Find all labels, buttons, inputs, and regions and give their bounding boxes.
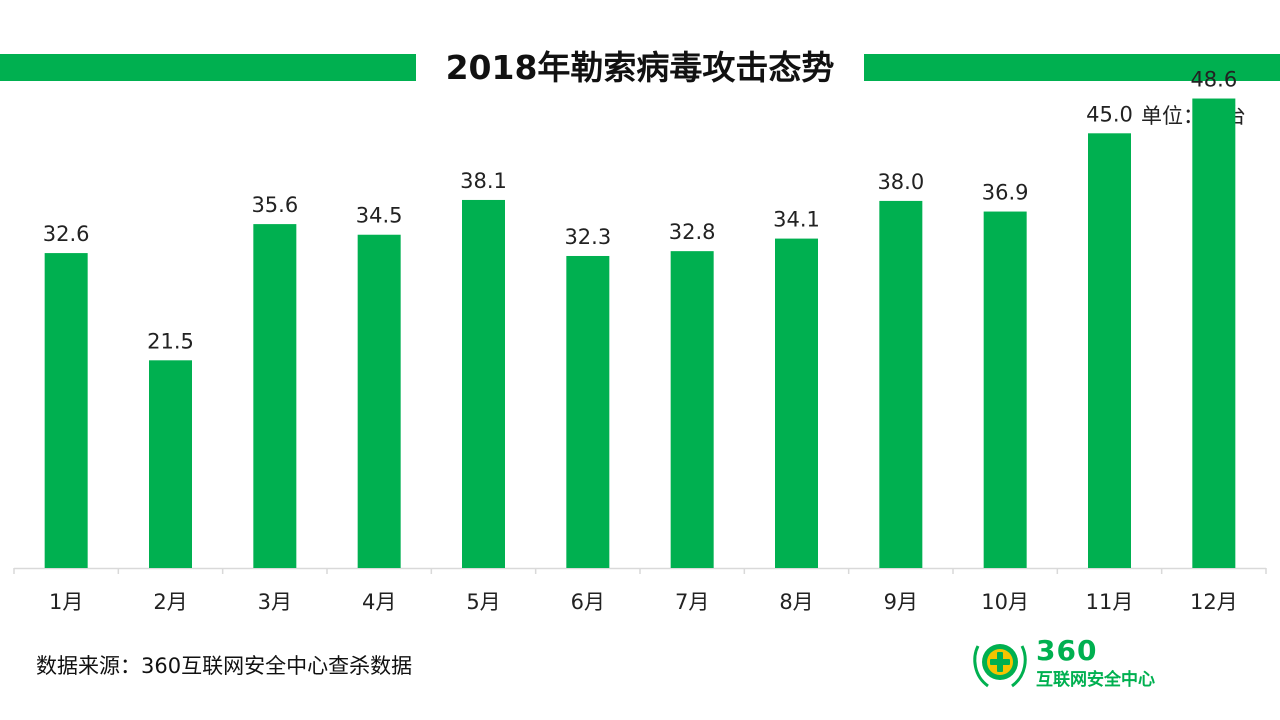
x-tick-label: 12月 [1190,590,1238,614]
data-label: 35.6 [251,193,298,217]
x-tick-label: 8月 [779,590,813,614]
data-label: 36.9 [982,181,1029,205]
data-label: 32.8 [669,220,716,244]
x-tick-label: 11月 [1086,590,1134,614]
data-label: 32.3 [564,225,611,249]
data-label: 38.0 [877,170,924,194]
x-tick-label: 3月 [258,590,292,614]
bar-10 [983,211,1027,568]
logo-number: 360 [1036,634,1098,667]
title-bar-left [0,54,416,81]
data-label: 45.0 [1086,102,1133,126]
x-tick-label: 7月 [675,590,709,614]
x-tick-label: 9月 [884,590,918,614]
bar-3 [253,224,297,568]
data-label: 38.1 [460,169,507,193]
title-bar-right [864,54,1280,81]
bar-4 [357,234,401,569]
x-tick-label: 6月 [571,590,605,614]
bar-11 [1088,133,1131,569]
x-tick-label: 5月 [466,590,500,614]
data-source-note: 数据来源：360互联网安全中心查杀数据 [36,654,413,678]
data-label: 32.6 [43,222,90,246]
bar-8 [775,238,818,568]
x-tick-label: 10月 [981,590,1029,614]
bar-1 [44,253,88,569]
bar-5 [462,199,505,569]
data-label: 34.5 [356,204,403,228]
x-tick-label: 4月 [362,590,396,614]
chart-title: 2018年勒索病毒攻击态势 [445,48,835,87]
data-label: 34.1 [773,208,820,232]
bar-12 [1192,98,1236,569]
bar-6 [566,255,610,568]
bar-7 [670,251,714,569]
data-label: 48.6 [1190,68,1237,92]
logo-name: 互联网安全中心 [1036,670,1155,690]
x-tick-label: 2月 [153,590,187,614]
x-tick-label: 1月 [49,590,83,614]
brand-logo: 360 互联网安全中心 [970,634,1210,694]
360-shield-plus-icon [973,644,1027,688]
bar-2 [149,360,192,568]
data-label: 21.5 [147,329,194,353]
bar-9 [879,200,923,569]
